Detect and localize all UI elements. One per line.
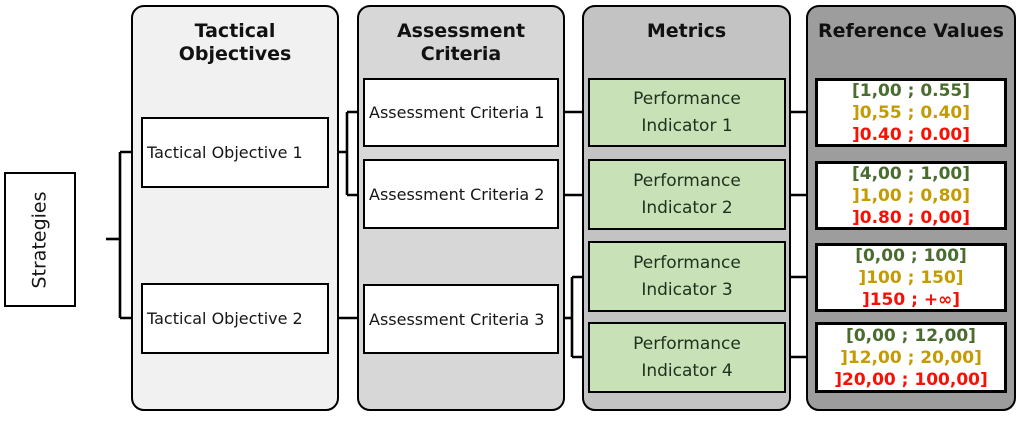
indicator-line: Performance: [633, 170, 741, 191]
range-good: [1,00 ; 0.55]: [851, 80, 971, 101]
indicator-line: Performance: [633, 88, 741, 109]
performance-indicator-4: Performance Indicator 4: [588, 322, 786, 393]
range-good: [0,00 ; 100]: [855, 245, 967, 266]
range-bad: ]150 ; +∞]: [861, 289, 961, 310]
reference-values-indicator-1: [1,00 ; 0.55] ]0,55 ; 0.40] ]0.40 ; 0.00…: [815, 78, 1007, 147]
range-bad: ]20,00 ; 100,00]: [834, 369, 988, 390]
assessment-criteria-2: Assessment Criteria 2: [363, 159, 559, 229]
range-bad: ]0.40 ; 0.00]: [851, 124, 971, 145]
strategies-box: Strategies: [4, 172, 76, 307]
title-line: Criteria: [420, 43, 502, 65]
range-warning: ]12,00 ; 20,00]: [840, 347, 982, 368]
assessment-criteria-3: Assessment Criteria 3: [363, 284, 559, 354]
range-warning: ]100 ; 150]: [858, 267, 964, 288]
range-warning: ]0,55 ; 0.40]: [851, 102, 971, 123]
range-good: [4,00 ; 1,00]: [851, 163, 971, 184]
tactical-objective-1: Tactical Objective 1: [141, 117, 329, 188]
assessment-criteria-1: Assessment Criteria 1: [363, 78, 559, 147]
reference-values-indicator-4: [0,00 ; 12,00] ]12,00 ; 20,00] ]20,00 ; …: [815, 322, 1007, 393]
strategies-label: Strategies: [29, 190, 52, 289]
title-line: Tactical: [194, 20, 276, 42]
indicator-line: Indicator 1: [641, 115, 733, 136]
indicator-line: Performance: [633, 252, 741, 273]
range-bad: ]0.80 ; 0,00]: [851, 207, 971, 228]
assessment-criteria-title: Assessment Criteria: [359, 7, 563, 66]
tactical-objectives-title: Tactical Objectives: [133, 7, 337, 66]
indicator-line: Indicator 3: [641, 279, 733, 300]
title-line: Assessment: [396, 20, 526, 42]
range-warning: ]1,00 ; 0,80]: [851, 185, 971, 206]
indicator-line: Performance: [633, 333, 741, 354]
reference-values-indicator-3: [0,00 ; 100] ]100 ; 150] ]150 ; +∞]: [815, 243, 1007, 312]
performance-indicator-1: Performance Indicator 1: [588, 78, 786, 147]
performance-indicator-3: Performance Indicator 3: [588, 241, 786, 312]
reference-values-indicator-2: [4,00 ; 1,00] ]1,00 ; 0,80] ]0.80 ; 0,00…: [815, 161, 1007, 230]
performance-indicator-2: Performance Indicator 2: [588, 159, 786, 230]
reference-values-title: Reference Values: [818, 20, 1004, 42]
metrics-title: Metrics: [646, 20, 727, 42]
range-good: [0,00 ; 12,00]: [846, 325, 976, 346]
indicator-line: Indicator 2: [641, 197, 733, 218]
tactical-objective-2: Tactical Objective 2: [141, 283, 329, 354]
title-line: Objectives: [178, 43, 292, 65]
indicator-line: Indicator 4: [641, 360, 733, 381]
